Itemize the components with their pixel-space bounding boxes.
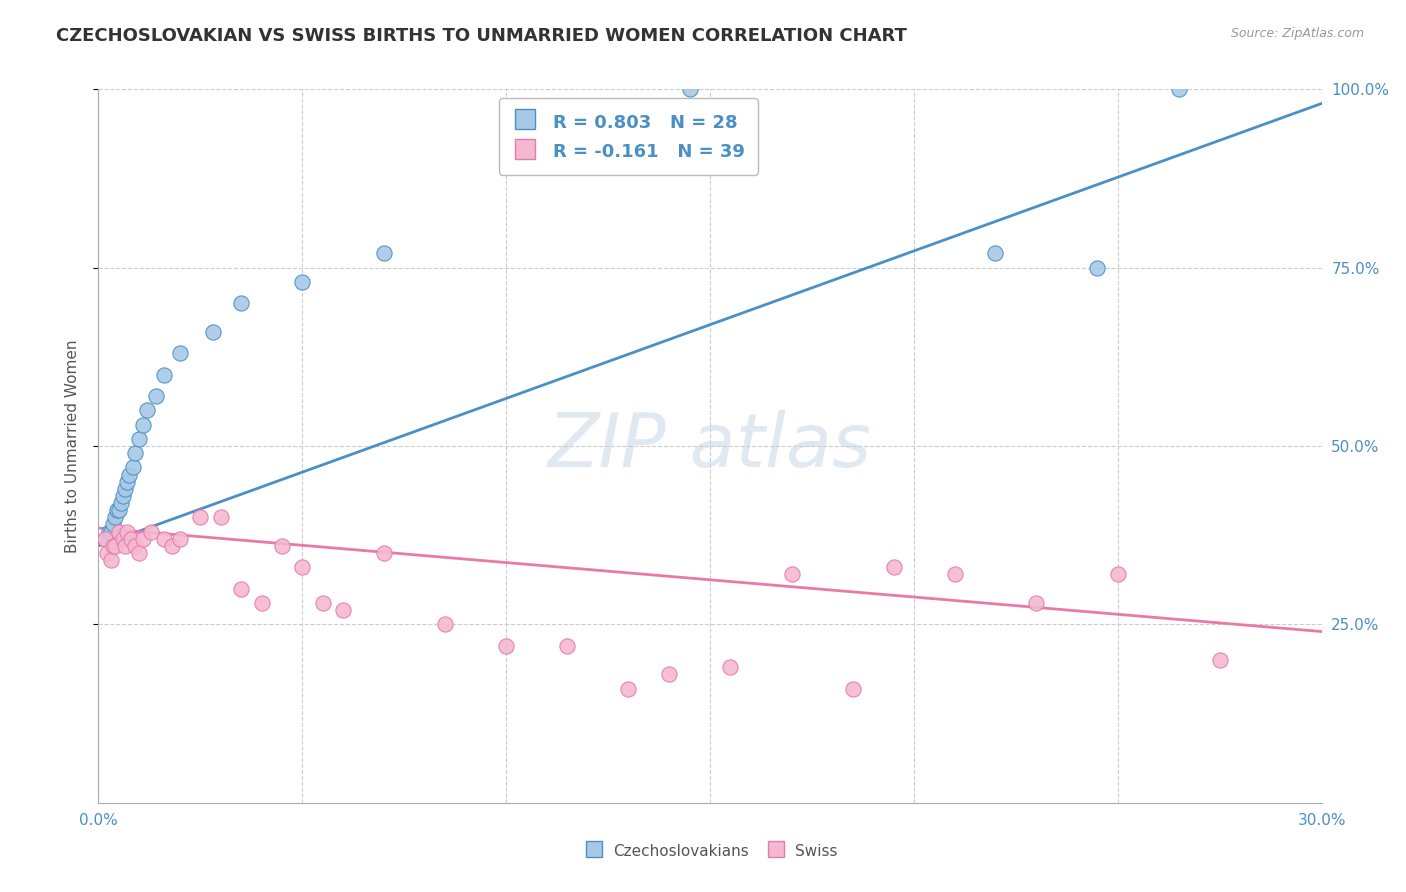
Point bbox=[188, 510, 212, 524]
Point bbox=[312, 596, 335, 610]
Point bbox=[495, 639, 517, 653]
Point bbox=[124, 539, 146, 553]
Point bbox=[658, 667, 681, 681]
Point bbox=[1085, 260, 1108, 275]
Point bbox=[169, 532, 191, 546]
Point bbox=[110, 496, 132, 510]
Point bbox=[291, 560, 314, 574]
Point bbox=[114, 539, 136, 553]
Point bbox=[720, 660, 742, 674]
Point bbox=[231, 582, 253, 596]
Point bbox=[105, 503, 128, 517]
Point bbox=[122, 460, 145, 475]
Point bbox=[120, 532, 142, 546]
Point bbox=[209, 510, 232, 524]
Point bbox=[128, 546, 150, 560]
Point bbox=[169, 346, 191, 360]
Text: CZECHOSLOVAKIAN VS SWISS BIRTHS TO UNMARRIED WOMEN CORRELATION CHART: CZECHOSLOVAKIAN VS SWISS BIRTHS TO UNMAR… bbox=[56, 27, 907, 45]
Point bbox=[93, 532, 115, 546]
Point bbox=[101, 539, 124, 553]
Point bbox=[124, 446, 146, 460]
Point bbox=[141, 524, 163, 539]
Point bbox=[291, 275, 314, 289]
Point bbox=[984, 246, 1007, 260]
Point bbox=[780, 567, 803, 582]
Point bbox=[104, 510, 127, 524]
Point bbox=[433, 617, 456, 632]
Point bbox=[132, 417, 155, 432]
Point bbox=[160, 539, 183, 553]
Point bbox=[1107, 567, 1129, 582]
Point bbox=[883, 560, 905, 574]
Point bbox=[111, 489, 134, 503]
Point bbox=[104, 539, 127, 553]
Point bbox=[270, 539, 294, 553]
Point bbox=[128, 432, 150, 446]
Point bbox=[115, 475, 138, 489]
Point bbox=[373, 246, 395, 260]
Point bbox=[841, 681, 863, 696]
Point bbox=[100, 524, 122, 539]
Point bbox=[557, 639, 579, 653]
Y-axis label: Births to Unmarried Women: Births to Unmarried Women bbox=[65, 339, 80, 553]
Point bbox=[118, 467, 141, 482]
Point bbox=[108, 524, 131, 539]
Text: ZIP atlas: ZIP atlas bbox=[548, 410, 872, 482]
Point bbox=[152, 532, 174, 546]
Point bbox=[97, 524, 120, 539]
Point bbox=[332, 603, 354, 617]
Point bbox=[108, 503, 131, 517]
Point bbox=[231, 296, 253, 310]
Point bbox=[100, 553, 122, 567]
Point bbox=[101, 517, 124, 532]
Point bbox=[1208, 653, 1232, 667]
Point bbox=[115, 524, 138, 539]
Point bbox=[93, 532, 115, 546]
Text: Source: ZipAtlas.com: Source: ZipAtlas.com bbox=[1230, 27, 1364, 40]
Point bbox=[679, 82, 702, 96]
Point bbox=[96, 546, 118, 560]
Point bbox=[1025, 596, 1047, 610]
Point bbox=[136, 403, 159, 417]
Legend: R = 0.803   N = 28, R = -0.161   N = 39: R = 0.803 N = 28, R = -0.161 N = 39 bbox=[499, 98, 758, 175]
Point bbox=[250, 596, 273, 610]
Point bbox=[145, 389, 167, 403]
Point bbox=[111, 532, 134, 546]
Point bbox=[152, 368, 174, 382]
Point bbox=[373, 546, 395, 560]
Point bbox=[943, 567, 966, 582]
Point bbox=[114, 482, 136, 496]
Point bbox=[201, 325, 224, 339]
Point bbox=[617, 681, 640, 696]
Point bbox=[1167, 82, 1189, 96]
Point bbox=[132, 532, 155, 546]
